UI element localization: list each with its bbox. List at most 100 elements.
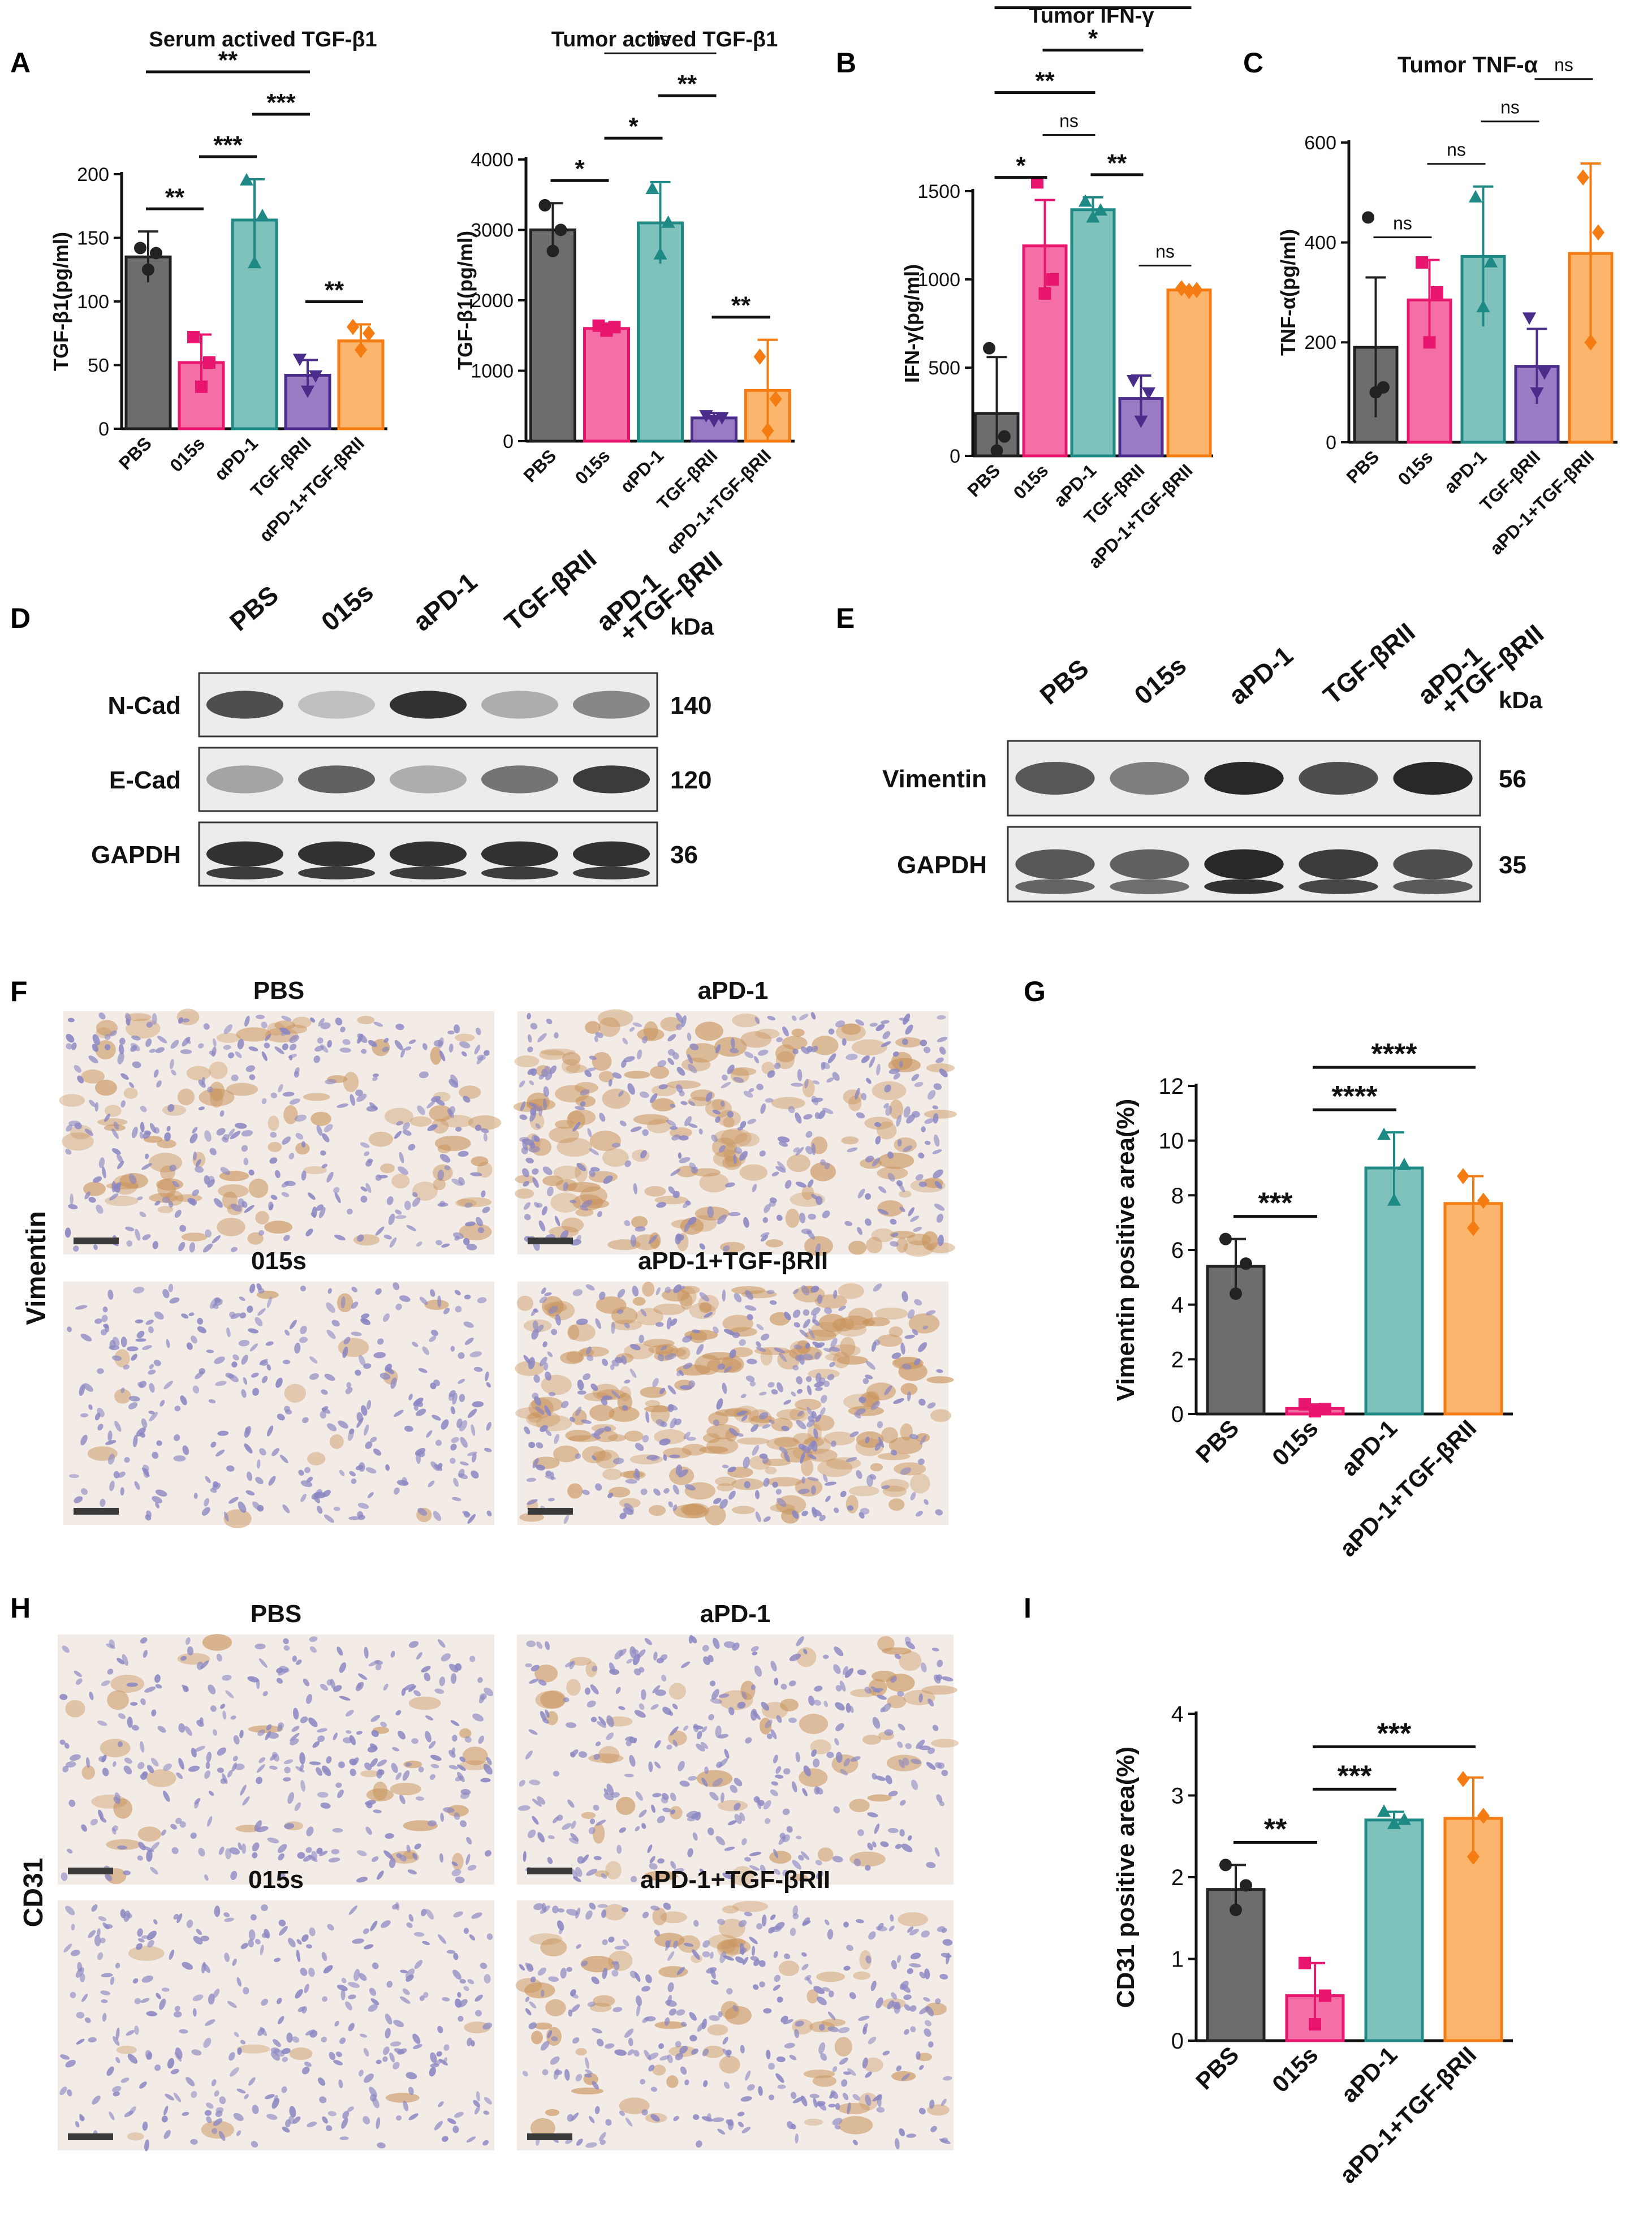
cell-nucleus	[905, 1641, 915, 1649]
data-point	[292, 353, 307, 367]
stain-blob	[877, 1452, 911, 1460]
cell-nucleus	[914, 1299, 922, 1306]
cell-nucleus	[107, 1668, 114, 1675]
cell-nucleus	[135, 1319, 144, 1323]
cell-nucleus	[637, 1649, 646, 1658]
cell-nucleus	[132, 1978, 139, 1984]
cell-nucleus	[850, 1756, 861, 1762]
cell-nucleus	[801, 1952, 807, 1957]
cell-nucleus	[900, 1467, 912, 1475]
blot-row-label: GAPDH	[91, 841, 181, 869]
cell-nucleus	[109, 1193, 119, 1201]
cell-nucleus	[745, 2070, 751, 2081]
stain-blob	[917, 2053, 933, 2062]
cell-nucleus	[412, 1197, 421, 1207]
cell-nucleus	[178, 1241, 186, 1252]
cell-nucleus	[130, 1702, 138, 1706]
micrograph-title: 015s	[251, 1247, 307, 1275]
cell-nucleus	[230, 1247, 238, 1252]
cell-nucleus	[244, 2094, 249, 2099]
cell-nucleus	[261, 1376, 268, 1383]
cell-nucleus	[668, 2008, 677, 2016]
cell-nucleus	[652, 1793, 662, 1797]
cell-nucleus	[585, 2057, 589, 2070]
cell-nucleus	[632, 1286, 639, 1297]
cell-nucleus	[737, 2122, 744, 2128]
cell-nucleus	[202, 1963, 210, 1973]
cell-nucleus	[813, 1319, 820, 1326]
stain-blob	[649, 1232, 661, 1249]
stain-blob	[848, 1095, 862, 1111]
cell-nucleus	[408, 1144, 416, 1151]
cell-nucleus	[802, 1788, 808, 1797]
cell-nucleus	[104, 1044, 111, 1050]
cell-nucleus	[672, 1868, 684, 1873]
cell-nucleus	[792, 2097, 804, 2103]
cell-nucleus	[875, 1136, 881, 1145]
cell-nucleus	[213, 1989, 220, 1998]
cell-nucleus	[598, 1291, 606, 1300]
cell-nucleus	[124, 2111, 133, 2118]
cell-nucleus	[818, 2024, 825, 2031]
cell-nucleus	[191, 1335, 197, 1344]
cell-nucleus	[545, 1641, 550, 1650]
cell-nucleus	[547, 1857, 553, 1864]
cell-nucleus	[680, 1385, 692, 1390]
cell-nucleus	[423, 1991, 429, 1998]
cell-nucleus	[932, 1724, 939, 1731]
cell-nucleus	[847, 1505, 854, 1511]
cell-nucleus	[560, 1968, 567, 1979]
cell-nucleus	[553, 1770, 559, 1777]
cell-nucleus	[541, 1287, 546, 1295]
cell-nucleus	[894, 1653, 901, 1659]
cell-nucleus	[195, 1159, 201, 1167]
cell-nucleus	[120, 1073, 129, 1080]
cell-nucleus	[429, 1774, 435, 1780]
cell-nucleus	[377, 1759, 387, 1767]
cell-nucleus	[230, 1870, 238, 1880]
stain-blob	[769, 1851, 792, 1864]
cell-nucleus	[155, 1047, 165, 1053]
cell-nucleus	[696, 1743, 705, 1752]
cell-nucleus	[316, 1728, 327, 1733]
cell-nucleus	[359, 1973, 367, 1981]
data-point	[1423, 336, 1436, 349]
cell-nucleus	[903, 1106, 911, 1118]
cell-nucleus	[430, 1764, 439, 1769]
cell-nucleus	[463, 1928, 469, 1934]
cell-nucleus	[640, 1689, 646, 1700]
cell-nucleus	[137, 1855, 143, 1861]
cell-nucleus	[621, 1907, 629, 1912]
cell-nucleus	[617, 1288, 626, 1298]
cell-nucleus	[342, 1039, 351, 1045]
cell-nucleus	[630, 1234, 636, 1247]
stain-blob	[740, 1031, 772, 1048]
cell-nucleus	[153, 1919, 158, 1925]
cell-nucleus	[322, 2116, 328, 2124]
cell-nucleus	[371, 1730, 379, 1738]
cell-nucleus	[761, 1333, 770, 1341]
cell-nucleus	[549, 1065, 557, 1075]
cell-nucleus	[653, 1652, 658, 1661]
cell-nucleus	[839, 2057, 848, 2065]
cell-nucleus	[819, 1515, 826, 1521]
stain-blob	[721, 1128, 752, 1148]
cell-nucleus	[827, 2026, 839, 2032]
cell-nucleus	[149, 1364, 154, 1369]
cell-nucleus	[719, 1951, 727, 1963]
cell-nucleus	[773, 1951, 778, 1958]
cell-nucleus	[437, 1170, 445, 1180]
chart-serum-tgfb1: Serum actived TGF-β1050100150200TGF-β1(p…	[49, 28, 387, 546]
cell-nucleus	[540, 1989, 545, 1997]
cell-nucleus	[366, 1400, 372, 1410]
cell-nucleus	[799, 1212, 806, 1223]
cell-nucleus	[615, 1687, 621, 1695]
cell-nucleus	[226, 1327, 231, 1338]
cell-nucleus	[722, 2048, 731, 2058]
cell-nucleus	[176, 1913, 183, 1924]
cell-nucleus	[239, 1296, 245, 1301]
cell-nucleus	[441, 1653, 451, 1662]
cell-nucleus	[459, 1461, 469, 1466]
stain-blob	[368, 1131, 394, 1147]
stain-blob	[105, 1196, 139, 1206]
